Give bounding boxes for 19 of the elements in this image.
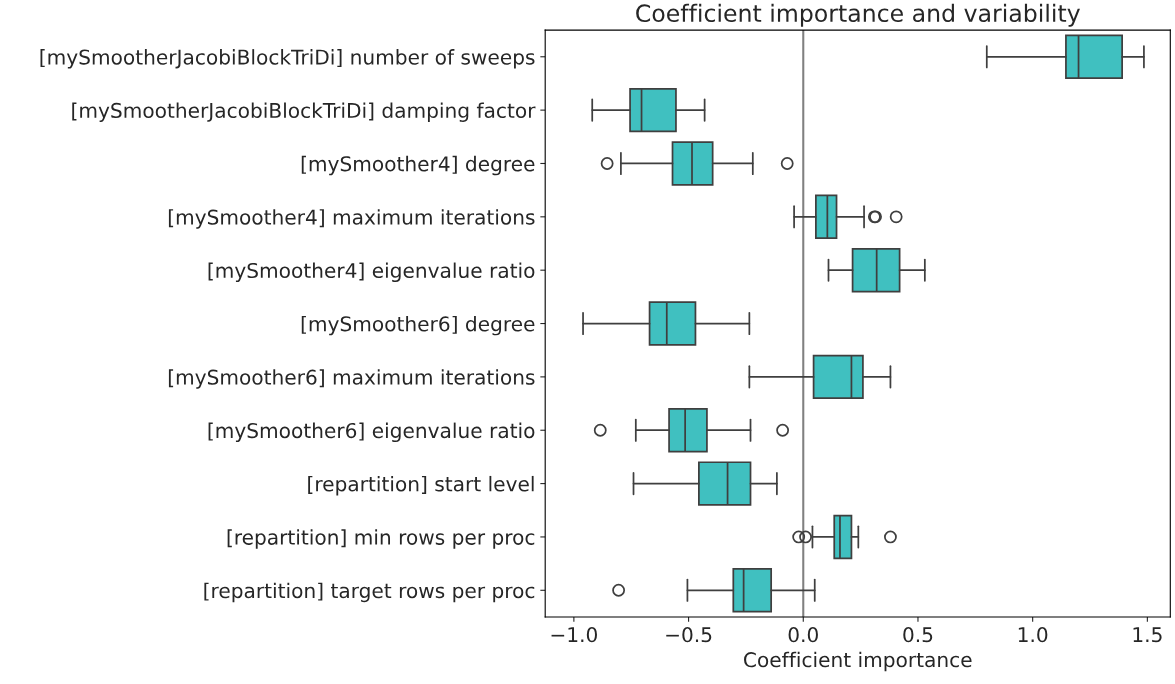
- x-tick-label: −1.0: [551, 627, 597, 643]
- y-tick-label: [mySmoother4] eigenvalue ratio: [208, 262, 535, 283]
- y-tick-label: [mySmootherJacobiBlockTriDi] number of sweeps: [40, 49, 535, 69]
- y-tick-label: [mySmoother6] eigenvalue ratio: [208, 422, 535, 443]
- y-tick-label: [mySmoother6] degree: [301, 315, 535, 336]
- x-tick-label: −0.5: [666, 627, 712, 643]
- y-tick-label: [mySmoother4] maximum iterations: [168, 209, 535, 229]
- x-axis-title: Coefficient importance: [744, 651, 972, 672]
- y-tick-label: [repartition] min rows per proc: [227, 529, 535, 549]
- y-tick-label: [mySmoother4] degree: [301, 155, 535, 176]
- y-tick-label: [repartition] start level: [308, 475, 534, 496]
- y-tick-label: [repartition] target rows per proc: [204, 582, 535, 603]
- x-tick-label: 0.0: [788, 627, 818, 643]
- y-tick-label: [mySmoother6] maximum iterations: [168, 369, 535, 389]
- x-tick-label: 1.5: [1133, 627, 1162, 643]
- x-tick-label: 1.0: [1018, 627, 1048, 643]
- y-tick-label: [mySmootherJacobiBlockTriDi] damping factor: [72, 102, 536, 122]
- x-tick-label: 0.5: [903, 627, 933, 643]
- chart-title: Coefficient importance and variability: [636, 3, 1080, 27]
